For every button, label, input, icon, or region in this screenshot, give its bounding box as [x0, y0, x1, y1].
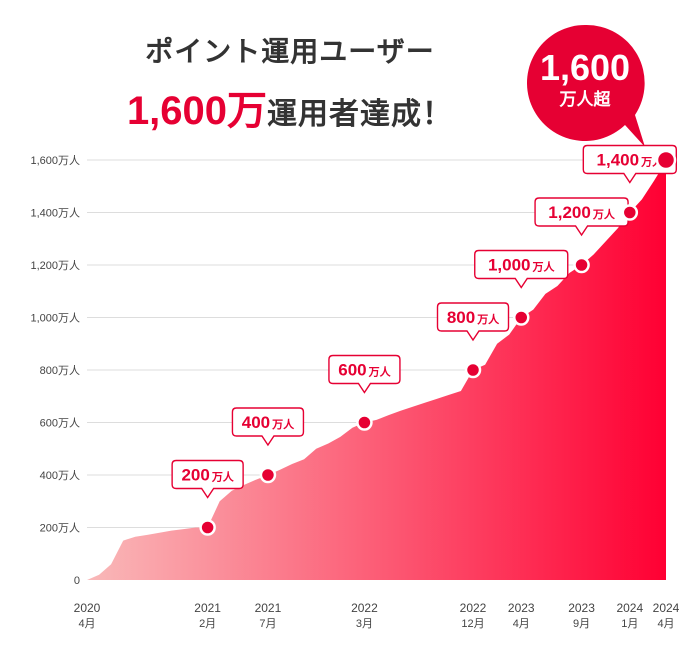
axes: 0200万人400万人600万人800万人1,000万人1,200万人1,400… — [30, 154, 679, 630]
milestone-label: 200 万人 — [181, 466, 234, 485]
x-tick-year: 2023 — [568, 601, 595, 615]
milestone-dot — [199, 519, 216, 536]
callout-bubble — [436, 302, 510, 342]
milestone-label-unit: 万人 — [592, 207, 616, 221]
x-tick-month: 2月 — [199, 618, 216, 630]
x-tick-month: 4月 — [657, 618, 674, 630]
milestone-label: 1,200 万人 — [548, 203, 616, 222]
milestone-callout: 400 万人 — [231, 407, 305, 447]
milestone-dot — [513, 309, 530, 326]
milestone-dot — [259, 466, 277, 484]
milestone-label-number: 1,400 — [597, 151, 640, 170]
milestone-label-unit: 万人 — [211, 470, 235, 484]
x-tick-year: 2024 — [616, 601, 643, 615]
milestone-label-number: 800 — [447, 308, 475, 327]
milestone-label-number: 1,000 — [488, 256, 531, 275]
y-tick-label: 1,600万人 — [30, 154, 80, 167]
y-tick-label: 1,200万人 — [30, 259, 80, 272]
milestone-label-unit: 万人 — [532, 260, 556, 274]
milestone-label: 600 万人 — [338, 361, 391, 380]
subtitle-highlight: 1,600万 — [126, 89, 268, 133]
callout-bubble — [231, 407, 305, 447]
x-tick-year: 2024 — [653, 601, 680, 615]
milestone-dot — [356, 414, 373, 431]
milestone-callout: 1,400 万人 — [582, 144, 678, 184]
milestone-dot — [655, 149, 677, 171]
x-tick-year: 2022 — [460, 601, 487, 615]
y-tick-label: 0 — [74, 575, 80, 587]
callout-bubble — [171, 459, 244, 499]
x-tick-year: 2020 — [74, 601, 101, 615]
milestone-dot — [464, 361, 482, 379]
x-tick: 2022 12月 — [460, 601, 487, 630]
x-tick-month: 7月 — [259, 618, 276, 630]
milestone-callout: 200 万人 — [171, 459, 244, 499]
badge-text: 1,600 万人超 — [525, 48, 645, 112]
callout-bubble — [474, 249, 569, 289]
milestone-label-unit: 万人 — [368, 365, 392, 379]
chart-title: ポイント運用ユーザー — [145, 36, 435, 67]
subtitle-rest: 運用者達成！ — [267, 98, 454, 131]
x-tick: 2020 4月 — [74, 601, 101, 630]
y-tick-label: 1,000万人 — [30, 312, 80, 325]
x-tick: 2022 3月 — [351, 601, 378, 630]
x-tick-year: 2022 — [351, 601, 378, 615]
x-tick-year: 2023 — [508, 601, 535, 615]
speech-bubble-badge — [527, 24, 645, 147]
callout-bubble — [328, 354, 401, 394]
milestone-label-number: 400 — [242, 413, 270, 432]
x-tick-year: 2021 — [194, 601, 221, 615]
chart-subtitle: 1,600万運用者達成！ — [0, 78, 580, 136]
milestone-dot — [573, 256, 590, 274]
y-tick-label: 600万人 — [40, 417, 80, 430]
x-tick: 2023 9月 — [568, 601, 595, 630]
milestone-label: 1,000 万人 — [488, 256, 556, 275]
y-tick-label: 400万人 — [40, 469, 80, 482]
x-tick-month: 4月 — [78, 618, 95, 630]
badge-unit: 万人超 — [559, 90, 611, 109]
x-tick-month: 1月 — [621, 618, 638, 630]
milestone-label-number: 1,200 — [548, 203, 591, 222]
x-tick-month: 3月 — [356, 618, 373, 630]
milestone-label: 400 万人 — [242, 413, 295, 432]
milestone-label-unit: 万人 — [476, 312, 500, 326]
milestone-callout: 1,200 万人 — [534, 197, 629, 237]
x-tick: 2021 2月 — [194, 601, 221, 630]
x-tick: 2023 4月 — [508, 601, 535, 630]
milestone-label-number: 200 — [181, 466, 209, 485]
milestone-dot — [621, 204, 639, 221]
x-tick: 2021 7月 — [255, 601, 282, 630]
x-tick-month: 9月 — [573, 618, 590, 630]
x-tick-month: 12月 — [461, 618, 484, 630]
y-tick-label: 1,400万人 — [30, 207, 80, 220]
milestone-callout: 600 万人 — [328, 354, 401, 394]
x-tick: 2024 4月 — [653, 601, 680, 630]
milestone-callout: 1,000 万人 — [474, 249, 569, 289]
area-series-path — [87, 165, 666, 581]
x-tick: 2024 1月 — [616, 601, 643, 630]
y-tick-label: 200万人 — [40, 522, 80, 535]
callout-bubble — [582, 144, 678, 184]
x-tick-month: 4月 — [513, 618, 530, 630]
area-series — [87, 165, 666, 581]
badge-value: 1,600 — [539, 47, 631, 88]
x-tick-year: 2021 — [255, 601, 282, 615]
milestone-label-number: 600 — [338, 361, 366, 380]
y-tick-label: 800万人 — [40, 364, 80, 377]
milestone-label-unit: 万人 — [271, 417, 295, 431]
milestone-callout: 800 万人 — [436, 302, 510, 342]
milestone-label: 800 万人 — [447, 308, 500, 327]
callout-bubble — [534, 197, 629, 237]
